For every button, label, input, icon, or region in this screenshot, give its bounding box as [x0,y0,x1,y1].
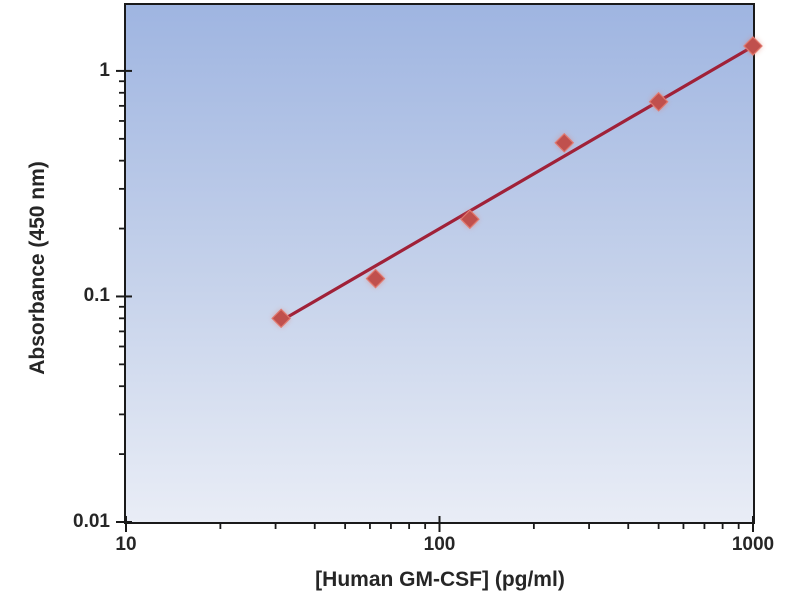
x-axis-title: [Human GM-CSF] (pg/ml) [315,568,565,591]
plot-area [124,3,755,524]
y-tick-label: 0.1 [83,285,110,307]
y-axis-title: Absorbance (450 nm) [26,161,49,375]
y-tick-label: 0.01 [73,511,110,532]
x-tick-label: 10 [115,534,137,555]
y-tick-label: 1 [99,59,110,81]
x-tick-label: 1000 [731,534,775,555]
x-tick-label: 100 [423,534,456,555]
